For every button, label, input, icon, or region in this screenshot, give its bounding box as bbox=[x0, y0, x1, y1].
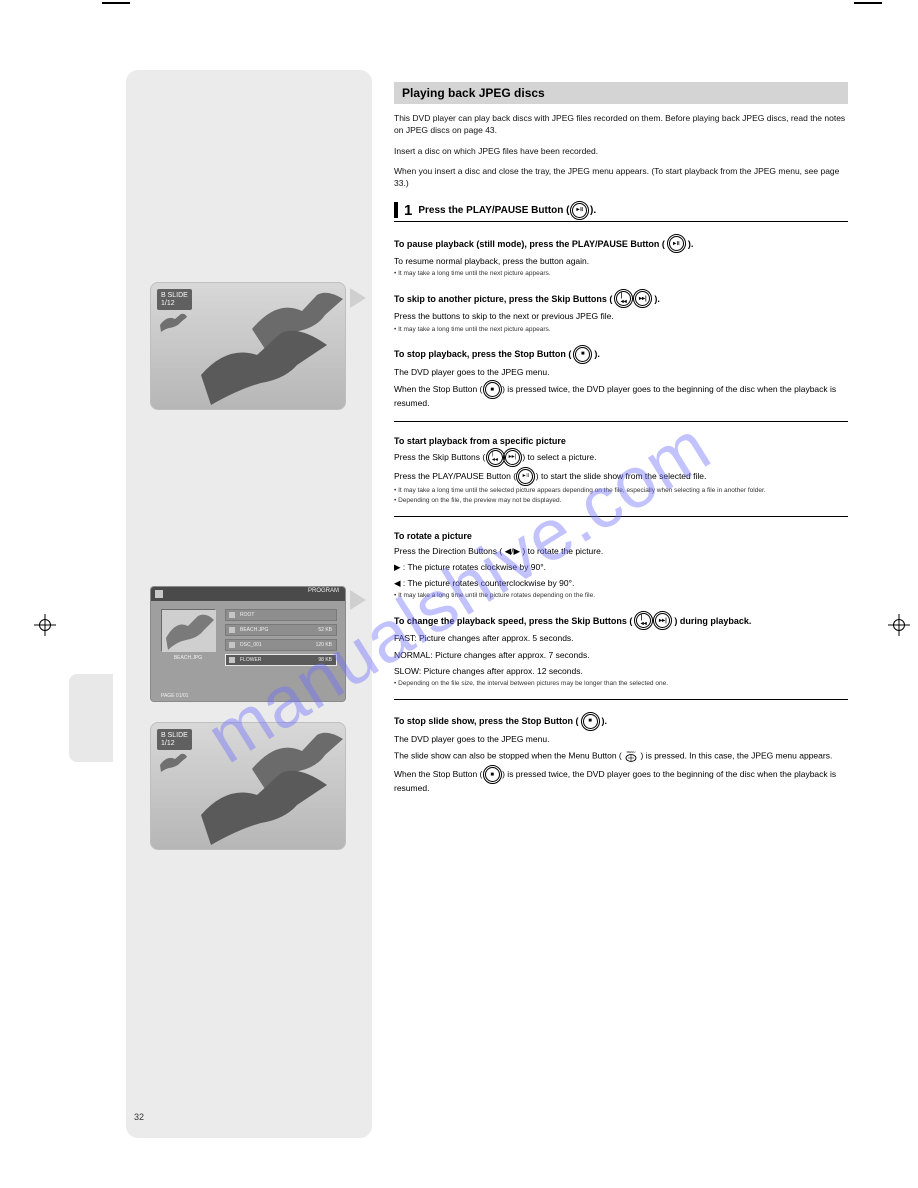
play-pause-icon: ▸॥ bbox=[572, 203, 587, 218]
menu-button-icon: MENU bbox=[624, 749, 638, 763]
start-specific-p1: Press the Skip Buttons ( |◂◂ ▸▸| ) to se… bbox=[394, 450, 848, 465]
step-edge bbox=[394, 202, 398, 218]
jpeg-menu-thumb-label: BEACH.JPG bbox=[161, 655, 215, 661]
jpeg-menu-thumb bbox=[161, 609, 215, 651]
page-number: 32 bbox=[134, 1112, 144, 1122]
svg-text:MENU: MENU bbox=[627, 750, 636, 754]
stop-icon: ■ bbox=[485, 382, 500, 397]
step-1: 1 Press the PLAY/PAUSE Button ( ▸॥ ). bbox=[394, 202, 848, 219]
skip-prev-icon: |◂◂ bbox=[488, 450, 503, 465]
skip-prev-icon: |◂◂ bbox=[616, 291, 631, 306]
section-rule bbox=[394, 421, 848, 422]
intro-p1: This DVD player can play back discs with… bbox=[394, 112, 848, 137]
preview-label-2: B SLIDE 1/12 bbox=[157, 729, 192, 750]
preview-label-2-line2: 1/12 bbox=[161, 740, 188, 748]
left-panel: B SLIDE 1/12 PROGRAM BEACH.JPG ROOT BEAC… bbox=[126, 70, 372, 1138]
step-text: Press the PLAY/PAUSE Button ( ▸॥ ). bbox=[418, 202, 848, 218]
stop-text: The DVD player goes to the JPEG menu. bbox=[394, 366, 848, 378]
speed-normal: NORMAL: Picture changes after approx. 7 … bbox=[394, 649, 848, 661]
play-pause-icon: ▸॥ bbox=[518, 469, 533, 484]
section-rule bbox=[394, 516, 848, 517]
jpeg-menu-card: PROGRAM BEACH.JPG ROOT BEACH.JPG52 KB DS… bbox=[150, 586, 346, 702]
stop-slide-heading: To stop slide show, press the Stop Butto… bbox=[394, 714, 848, 729]
intro-p2: Insert a disc on which JPEG files have b… bbox=[394, 145, 848, 157]
pause-text: To resume normal playback, press the but… bbox=[394, 255, 848, 267]
direction-right-icon: ▶ bbox=[513, 546, 520, 556]
skip-next-icon: ▸▸| bbox=[655, 613, 670, 628]
jpeg-menu-row-selected: FLOWER98 KB bbox=[225, 654, 337, 666]
speed-note: • Depending on the file size, the interv… bbox=[394, 680, 848, 687]
play-pause-icon: ▸॥ bbox=[669, 236, 684, 251]
preview-card-slideshow-1: B SLIDE 1/12 bbox=[150, 282, 346, 410]
step-number: 1 bbox=[404, 202, 412, 219]
preview-label-1: B SLIDE 1/12 bbox=[157, 289, 192, 310]
speed-fast: FAST: Picture changes after approx. 5 se… bbox=[394, 632, 848, 644]
rotate-p: Press the Direction Buttons ( ◀/▶ ) to r… bbox=[394, 545, 848, 557]
pointer-arrow-1 bbox=[350, 288, 366, 308]
jpeg-menu-row: ROOT bbox=[225, 609, 337, 621]
stop-slide-p3: When the Stop Button ( ■ ) is pressed tw… bbox=[394, 767, 848, 794]
skip-heading: To skip to another picture, press the Sk… bbox=[394, 291, 848, 306]
skip-prev-icon: |◂◂ bbox=[636, 613, 651, 628]
side-tab bbox=[69, 674, 113, 762]
bird-glyph bbox=[159, 313, 187, 333]
change-speed-heading: To change the playback speed, press the … bbox=[394, 613, 848, 628]
pause-note: • It may take a long time until the next… bbox=[394, 270, 848, 277]
direction-left-icon: ◀ bbox=[505, 546, 512, 556]
skip-text: Press the buttons to skip to the next or… bbox=[394, 310, 848, 322]
rotate-heading: To rotate a picture bbox=[394, 531, 848, 541]
pause-heading: To pause playback (still mode), press th… bbox=[394, 236, 848, 251]
crop-mark-top-right bbox=[854, 2, 882, 4]
start-specific-n1: • It may take a long time until the sele… bbox=[394, 487, 848, 494]
rotate-left: ◀ : The picture rotates counterclockwise… bbox=[394, 577, 848, 589]
stop-icon: ■ bbox=[583, 714, 598, 729]
step-rule bbox=[394, 221, 848, 223]
skip-next-icon: ▸▸| bbox=[635, 291, 650, 306]
jpeg-menu-header: PROGRAM bbox=[151, 587, 345, 601]
bird-glyph bbox=[199, 769, 329, 849]
stop-icon: ■ bbox=[575, 347, 590, 362]
jpeg-menu-footer: PAGE 01/01 bbox=[161, 693, 188, 699]
preview-label-1-line2: 1/12 bbox=[161, 300, 188, 308]
intro-p3: When you insert a disc and close the tra… bbox=[394, 165, 848, 190]
stop-line2: When the Stop Button ( ■ ) is pressed tw… bbox=[394, 382, 848, 409]
jpeg-menu-header-text: PROGRAM bbox=[308, 588, 339, 594]
skip-next-icon: ▸▸| bbox=[505, 450, 520, 465]
pointer-arrow-2 bbox=[350, 590, 366, 610]
start-specific-heading: To start playback from a specific pictur… bbox=[394, 436, 848, 446]
bird-glyph bbox=[159, 753, 187, 773]
stop-heading: To stop playback, press the Stop Button … bbox=[394, 347, 848, 362]
jpeg-menu-row: BEACH.JPG52 KB bbox=[225, 624, 337, 636]
start-specific-n2: • Depending on the file, the preview may… bbox=[394, 497, 848, 504]
section-rule bbox=[394, 699, 848, 700]
start-specific-p2: Press the PLAY/PAUSE Button ( ▸॥ ) to st… bbox=[394, 469, 848, 484]
preview-label-2-line1: B SLIDE bbox=[161, 732, 188, 740]
speed-slow: SLOW: Picture changes after approx. 12 s… bbox=[394, 665, 848, 677]
jpeg-menu-rows: ROOT BEACH.JPG52 KB DSC_001120 KB FLOWER… bbox=[225, 609, 337, 669]
preview-label-1-line1: B SLIDE bbox=[161, 292, 188, 300]
stop-icon: ■ bbox=[485, 767, 500, 782]
registration-mark-left bbox=[34, 614, 56, 636]
page-title: Playing back JPEG discs bbox=[394, 82, 848, 104]
crop-mark-top-left bbox=[102, 2, 130, 4]
skip-note: • It may take a long time until the next… bbox=[394, 326, 848, 333]
preview-card-slideshow-2: B SLIDE 1/12 bbox=[150, 722, 346, 850]
registration-mark-right bbox=[888, 614, 910, 636]
rotate-note: • It may take a long time until the pict… bbox=[394, 592, 848, 599]
jpeg-menu-row: DSC_001120 KB bbox=[225, 639, 337, 651]
jpeg-menu-header-icon bbox=[155, 590, 163, 598]
content-column: Playing back JPEG discs This DVD player … bbox=[394, 82, 848, 795]
stop-slide-p1: The DVD player goes to the JPEG menu. bbox=[394, 733, 848, 745]
stop-slide-p2: The slide show can also be stopped when … bbox=[394, 749, 848, 763]
bird-glyph bbox=[199, 329, 329, 409]
rotate-right: ▶ : The picture rotates clockwise by 90°… bbox=[394, 561, 848, 573]
